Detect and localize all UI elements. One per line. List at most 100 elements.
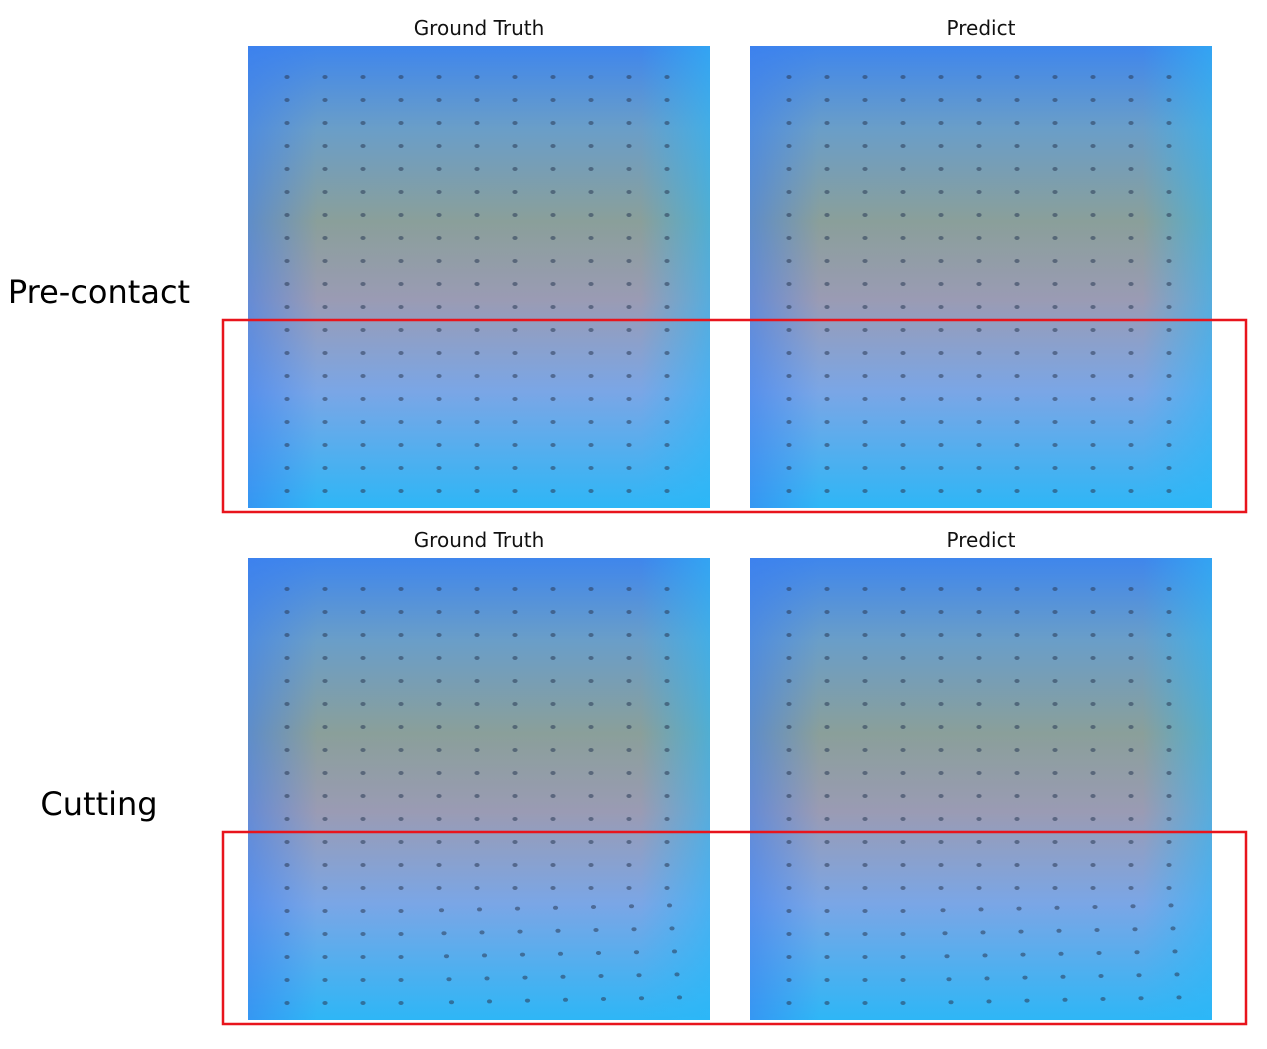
marker-dot bbox=[1090, 610, 1096, 614]
marker-dot bbox=[398, 1001, 404, 1005]
marker-dot bbox=[524, 998, 531, 1003]
marker-dot bbox=[446, 977, 452, 982]
marker-dot bbox=[664, 794, 670, 798]
marker-dot bbox=[786, 213, 792, 217]
marker-dot bbox=[550, 259, 556, 263]
marker-dot bbox=[786, 328, 792, 332]
marker-dot bbox=[1090, 863, 1096, 867]
marker-dot bbox=[1130, 904, 1136, 909]
marker-dot bbox=[976, 771, 982, 775]
marker-dot bbox=[588, 351, 594, 355]
marker-dot bbox=[862, 374, 868, 378]
marker-dot bbox=[786, 886, 792, 890]
marker-dot bbox=[664, 236, 670, 240]
marker-dot bbox=[1128, 656, 1134, 660]
marker-dot bbox=[1128, 305, 1134, 309]
marker-dot bbox=[562, 997, 569, 1002]
marker-dot bbox=[976, 633, 982, 637]
marker-dot bbox=[976, 144, 982, 148]
marker-dot bbox=[512, 420, 518, 424]
marker-dot bbox=[786, 702, 792, 706]
marker-dot bbox=[284, 610, 290, 614]
marker-dot bbox=[284, 679, 290, 683]
marker-dot bbox=[786, 679, 792, 683]
marker-dot bbox=[976, 656, 982, 660]
marker-dot bbox=[436, 633, 442, 637]
marker-dot bbox=[626, 236, 632, 240]
marker-dot bbox=[588, 305, 594, 309]
marker-dot bbox=[938, 351, 944, 355]
marker-dot bbox=[512, 466, 518, 470]
marker-dot bbox=[588, 443, 594, 447]
marker-dot bbox=[474, 236, 480, 240]
marker-dot bbox=[1176, 995, 1182, 1000]
marker-dot bbox=[900, 978, 906, 982]
marker-dot bbox=[824, 98, 830, 102]
marker-dot bbox=[512, 771, 518, 775]
marker-dot bbox=[862, 282, 868, 286]
marker-dot bbox=[1052, 305, 1058, 309]
highlight-box bbox=[221, 318, 1248, 514]
marker-dot bbox=[938, 587, 944, 591]
marker-dot bbox=[550, 75, 556, 79]
marker-dot bbox=[626, 213, 632, 217]
marker-dot bbox=[1166, 656, 1172, 660]
marker-dot bbox=[638, 996, 645, 1001]
marker-dot bbox=[436, 420, 442, 424]
marker-dot bbox=[938, 633, 944, 637]
marker-dot bbox=[862, 932, 868, 936]
marker-dot bbox=[938, 121, 944, 125]
marker-dot bbox=[976, 679, 982, 683]
marker-dot bbox=[438, 908, 445, 913]
marker-dot bbox=[550, 725, 556, 729]
marker-dot bbox=[1052, 144, 1058, 148]
marker-dot bbox=[322, 121, 328, 125]
marker-dot bbox=[626, 489, 632, 493]
marker-dot bbox=[1090, 725, 1096, 729]
marker-dot bbox=[1128, 466, 1134, 470]
marker-dot bbox=[474, 328, 480, 332]
marker-dot bbox=[588, 656, 594, 660]
marker-dot bbox=[862, 144, 868, 148]
marker-dot bbox=[938, 305, 944, 309]
marker-dot bbox=[284, 236, 290, 240]
marker-dot bbox=[900, 955, 906, 959]
marker-dot bbox=[1014, 397, 1020, 401]
marker-dot bbox=[664, 98, 670, 102]
marker-dot bbox=[824, 213, 830, 217]
marker-dot bbox=[552, 905, 559, 910]
marker-dot bbox=[976, 886, 982, 890]
marker-dot bbox=[448, 1000, 455, 1005]
marker-dot bbox=[360, 978, 366, 982]
marker-dot bbox=[862, 840, 868, 844]
marker-dot bbox=[786, 794, 792, 798]
marker-dot bbox=[1090, 75, 1096, 79]
panel-title: Ground Truth bbox=[414, 528, 545, 552]
marker-dot bbox=[626, 420, 632, 424]
marker-dot bbox=[360, 932, 366, 936]
marker-dot bbox=[284, 863, 290, 867]
marker-dot bbox=[512, 489, 518, 493]
marker-dot bbox=[322, 702, 328, 706]
marker-dot bbox=[1128, 397, 1134, 401]
marker-dot bbox=[626, 587, 632, 591]
marker-dot bbox=[786, 955, 792, 959]
marker-dot bbox=[626, 771, 632, 775]
marker-dot bbox=[900, 1001, 906, 1005]
marker-dot bbox=[786, 840, 792, 844]
marker-dot bbox=[550, 397, 556, 401]
marker-dot bbox=[1128, 771, 1134, 775]
marker-dot bbox=[322, 190, 328, 194]
marker-dot bbox=[786, 909, 792, 913]
marker-dot bbox=[862, 1001, 868, 1005]
marker-dot bbox=[900, 587, 906, 591]
marker-dot bbox=[1020, 952, 1026, 957]
marker-dot bbox=[1128, 489, 1134, 493]
marker-dot bbox=[980, 930, 986, 935]
marker-dot bbox=[550, 656, 556, 660]
marker-dot bbox=[1166, 679, 1172, 683]
marker-dot bbox=[1128, 213, 1134, 217]
marker-dot bbox=[474, 144, 480, 148]
marker-dot bbox=[1014, 771, 1020, 775]
